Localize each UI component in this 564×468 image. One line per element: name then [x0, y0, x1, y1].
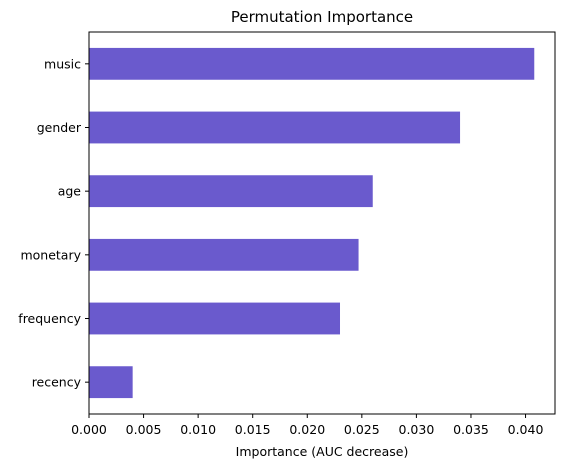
bars-group: [89, 47, 535, 399]
x-axis-label: Importance (AUC decrease): [236, 444, 409, 459]
y-tick-label-monetary: monetary: [20, 247, 81, 262]
x-tick-label: 0.025: [344, 422, 380, 437]
x-tick-label: 0.040: [508, 422, 544, 437]
x-tick-label: 0.005: [126, 422, 162, 437]
y-tick-label-frequency: frequency: [18, 311, 81, 326]
bar-music: [89, 47, 535, 80]
bar-gender: [89, 111, 461, 144]
bar-age: [89, 175, 373, 208]
y-tick-label-music: music: [44, 56, 81, 71]
y-axis-ticks: music gender age monetary frequency recency: [18, 56, 89, 390]
bar-recency: [89, 366, 133, 399]
y-tick-label-recency: recency: [32, 375, 82, 390]
bar-frequency: [89, 302, 341, 335]
bar-monetary: [89, 238, 359, 271]
x-tick-label: 0.010: [180, 422, 216, 437]
x-tick-label: 0.000: [71, 422, 107, 437]
y-tick-label-age: age: [58, 184, 82, 199]
x-axis-ticks: 0.000 0.005 0.010 0.015 0.020 0.025 0.030 0.035…: [71, 414, 543, 437]
chart-title: Permutation Importance: [231, 8, 413, 26]
x-tick-label: 0.020: [289, 422, 325, 437]
plot-frame: [88, 31, 556, 415]
x-tick-label: 0.030: [399, 422, 435, 437]
x-tick-label: 0.015: [235, 422, 271, 437]
x-tick-label: 0.035: [453, 422, 489, 437]
y-tick-label-gender: gender: [37, 120, 82, 135]
